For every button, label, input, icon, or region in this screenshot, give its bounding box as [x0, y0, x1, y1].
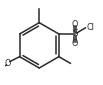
- Text: Cl: Cl: [87, 23, 95, 32]
- Text: O: O: [72, 39, 78, 48]
- Text: S: S: [72, 29, 78, 39]
- Text: O: O: [5, 59, 11, 68]
- Text: O: O: [72, 20, 78, 29]
